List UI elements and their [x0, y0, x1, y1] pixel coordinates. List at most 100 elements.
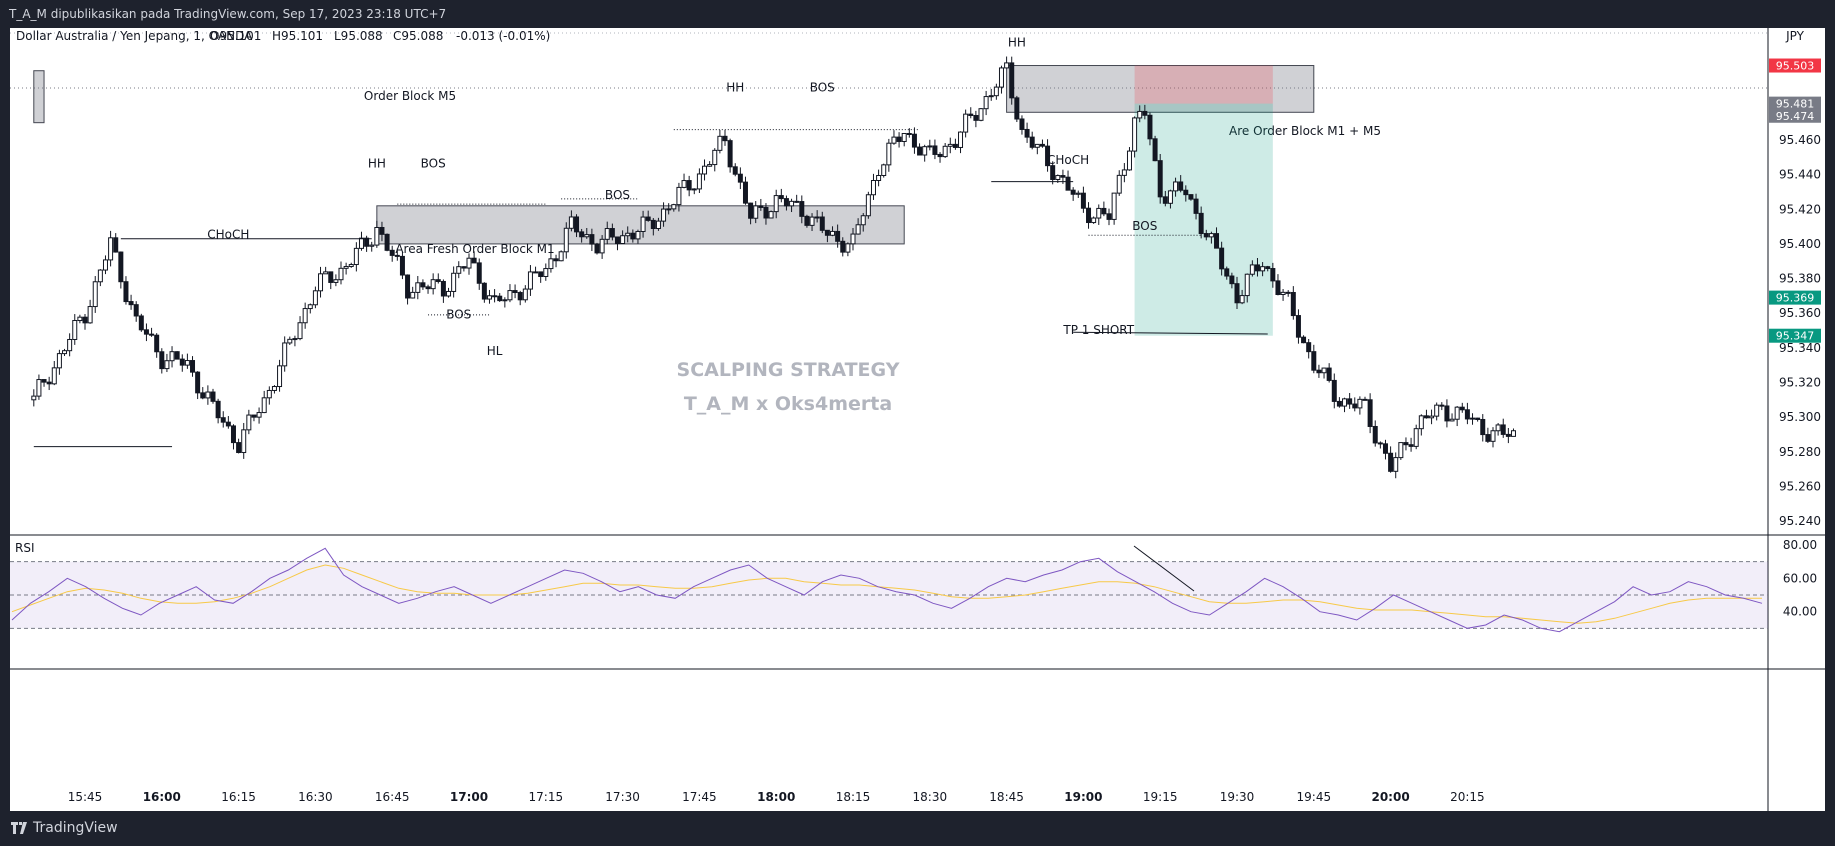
chart-svg[interactable]: SCALPING STRATEGY T_A_M x Oks4merta Orde…	[10, 28, 1825, 811]
price-tick-label: 95.280	[1779, 445, 1821, 459]
time-tick-label: 18:30	[913, 790, 948, 804]
candle-body	[620, 235, 626, 245]
candle-body	[1167, 190, 1173, 204]
candle-body	[1418, 415, 1424, 430]
candle-body	[1464, 409, 1470, 420]
candle-body	[1408, 444, 1414, 447]
candle-body	[36, 379, 42, 397]
candle-body	[1382, 443, 1388, 454]
candle-body	[476, 262, 482, 284]
candle-body	[415, 282, 421, 293]
candle-body	[1142, 110, 1148, 116]
candle-body	[1413, 428, 1419, 447]
price-axis[interactable]: 95.46095.44095.42095.40095.38095.36095.3…	[1769, 58, 1821, 529]
candle-body	[1065, 176, 1071, 191]
candle-body	[1009, 62, 1015, 99]
candle-body	[712, 149, 718, 166]
candle-body	[671, 204, 677, 210]
candle-body	[881, 164, 887, 177]
candle-body	[1091, 217, 1097, 224]
candle-body	[287, 338, 293, 344]
candle-body	[845, 243, 851, 253]
candle-body	[87, 306, 93, 324]
candle-body	[942, 145, 948, 158]
candle-body	[830, 230, 836, 236]
candle-body	[702, 165, 708, 175]
candle-body	[937, 153, 943, 158]
candle-body	[1034, 143, 1040, 148]
candle-body	[251, 414, 257, 418]
price-tick-label: 95.300	[1779, 410, 1821, 424]
candle-body	[988, 95, 994, 98]
candle-body	[635, 230, 641, 240]
chart-frame[interactable]: SCALPING STRATEGY T_A_M x Oks4merta Orde…	[10, 28, 1825, 811]
candle-body	[215, 400, 221, 419]
candle-body	[922, 146, 928, 156]
candle-body	[917, 146, 923, 156]
candle-body	[1280, 291, 1286, 296]
price-label-badge	[1769, 108, 1821, 123]
zone-label: Area Fresh Order Block M1	[395, 242, 554, 256]
candle-body	[1183, 189, 1189, 196]
time-tick-label: 17:45	[682, 790, 717, 804]
structure-annotation: BOS	[810, 81, 835, 95]
candle-body	[1055, 175, 1061, 180]
candle-body	[1398, 442, 1404, 459]
structure-annotation: HH	[368, 157, 386, 171]
candle-body	[210, 391, 216, 402]
candle-body	[579, 231, 585, 238]
candle-body	[1439, 404, 1445, 407]
candle-body	[410, 291, 416, 299]
price-tick-label: 95.320	[1779, 375, 1821, 389]
candle-body	[1075, 192, 1081, 195]
candle-body	[1106, 213, 1112, 220]
candle-body	[952, 143, 958, 148]
candle-body	[1224, 268, 1230, 277]
short-target-zone	[1134, 103, 1273, 336]
candle-body	[1352, 403, 1358, 409]
candle-body	[46, 381, 52, 385]
candle-body	[92, 281, 98, 308]
rsi-axis: 80.00 60.00 40.00	[1783, 538, 1817, 619]
rsi-tick-label: 60.00	[1783, 571, 1817, 585]
tradingview-brand: TradingView	[33, 820, 118, 836]
time-axis[interactable]: 15:45 16:00 16:15 16:30 16:45 17:00 17:15 17:30…	[68, 790, 1485, 804]
candle-body	[1193, 198, 1199, 214]
candle-body	[722, 135, 728, 142]
candle-body	[814, 216, 820, 219]
candle-body	[1239, 295, 1245, 304]
candle-body	[369, 244, 375, 247]
order-block-zone	[1006, 65, 1315, 113]
candle-body	[1045, 145, 1051, 167]
candle-body	[1270, 268, 1276, 282]
price-tick-label: 95.420	[1779, 202, 1821, 216]
time-tick-label: 16:45	[375, 790, 410, 804]
candle-body	[543, 268, 549, 278]
rsi-divergence-line	[1133, 545, 1195, 592]
candle-body	[149, 333, 155, 336]
candle-body	[1198, 212, 1204, 235]
candle-body	[835, 230, 841, 242]
candle-body	[343, 265, 349, 269]
candle-body	[502, 299, 508, 302]
candle-body	[1357, 398, 1363, 409]
candle-body	[1336, 400, 1342, 407]
structure-annotation: BOS	[605, 188, 630, 202]
ohlc-high: H95.101	[272, 29, 323, 43]
price-tick-label: 95.400	[1779, 237, 1821, 251]
price-label-text: 95.369	[1776, 292, 1815, 305]
candle-body	[522, 288, 528, 301]
candle-body	[1480, 418, 1486, 436]
symbol-title: Dollar Australia / Yen Jepang, 1, OANDA	[16, 29, 253, 43]
candle-body	[1188, 194, 1194, 200]
currency-label[interactable]: JPY	[1785, 29, 1805, 43]
candle-body	[661, 208, 667, 222]
rsi-tick-label: 80.00	[1783, 538, 1817, 552]
time-tick-label: 20:00	[1371, 790, 1409, 804]
footer: TradingView	[0, 812, 1835, 846]
candle-body	[1311, 351, 1317, 371]
candle-body	[983, 96, 989, 110]
candle-body	[594, 243, 600, 254]
candle-body	[41, 379, 47, 383]
candle-body	[256, 412, 262, 418]
